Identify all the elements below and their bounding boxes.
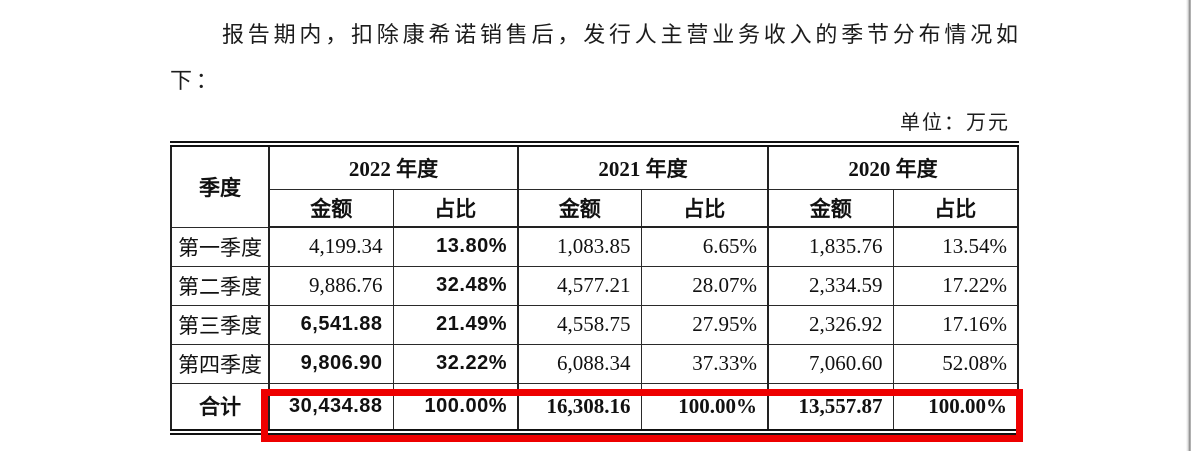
- header-share-2020: 占比: [892, 188, 1019, 228]
- cell-2022-amount: 9,806.90: [268, 343, 394, 384]
- cell-2022-amount: 9,886.76: [268, 265, 394, 306]
- cell-2022-share: 32.48%: [392, 265, 519, 306]
- cell-2020-share: 17.22%: [892, 265, 1019, 306]
- seasonal-revenue-table: 季度 2022 年度 2021 年度 2020 年度 金额 占比 金额 占比 金…: [170, 141, 1019, 435]
- cell-2021-amount: 4,577.21: [517, 265, 642, 306]
- cell-2020-amount: 1,835.76: [767, 226, 894, 267]
- cell-2021-amount: 16,308.16: [517, 382, 642, 433]
- header-amount-2020: 金额: [767, 188, 894, 228]
- cell-2020-amount: 2,326.92: [767, 304, 894, 345]
- table-row-q3: 第三季度 6,541.88 21.49% 4,558.75 27.95% 2,3…: [170, 304, 1019, 345]
- cell-2020-share: 52.08%: [892, 343, 1019, 384]
- cell-2022-share: 100.00%: [392, 382, 519, 433]
- row-label: 第三季度: [170, 304, 270, 345]
- cell-2022-amount: 6,541.88: [268, 304, 394, 345]
- cell-2020-share: 13.54%: [892, 226, 1019, 267]
- row-label: 合计: [170, 382, 270, 433]
- cell-2021-amount: 4,558.75: [517, 304, 642, 345]
- table-row-q1: 第一季度 4,199.34 13.80% 1,083.85 6.65% 1,83…: [170, 226, 1019, 267]
- cell-2021-share: 100.00%: [640, 382, 769, 433]
- header-quarter: 季度: [170, 143, 270, 228]
- header-share-2021: 占比: [640, 188, 769, 228]
- table-row-q2: 第二季度 9,886.76 32.48% 4,577.21 28.07% 2,3…: [170, 265, 1019, 306]
- cell-2020-amount: 2,334.59: [767, 265, 894, 306]
- cell-2020-share: 17.16%: [892, 304, 1019, 345]
- cell-2020-amount: 13,557.87: [767, 382, 894, 433]
- cell-2022-share: 13.80%: [392, 226, 519, 267]
- cell-2021-share: 28.07%: [640, 265, 769, 306]
- header-year-2021: 2021 年度: [517, 143, 769, 190]
- header-share-2022: 占比: [392, 188, 519, 228]
- row-label: 第二季度: [170, 265, 270, 306]
- header-year-2022: 2022 年度: [268, 143, 519, 190]
- table-row-q4: 第四季度 9,806.90 32.22% 6,088.34 37.33% 7,0…: [170, 343, 1019, 384]
- cell-2021-amount: 1,083.85: [517, 226, 642, 267]
- row-label: 第一季度: [170, 226, 270, 267]
- cell-2021-share: 27.95%: [640, 304, 769, 345]
- table-header-years: 季度 2022 年度 2021 年度 2020 年度: [170, 143, 1019, 228]
- row-label: 第四季度: [170, 343, 270, 384]
- header-amount-2022: 金额: [268, 188, 394, 228]
- cell-2022-amount: 4,199.34: [268, 226, 394, 267]
- header-amount-2021: 金额: [517, 188, 642, 228]
- cell-2021-share: 37.33%: [640, 343, 769, 384]
- table-header-measures: 金额 占比 金额 占比 金额 占比: [171, 188, 1019, 228]
- cell-2021-share: 6.65%: [640, 226, 769, 267]
- page-edge-line: [1186, 0, 1191, 451]
- cell-2022-share: 21.49%: [392, 304, 519, 345]
- header-year-2020: 2020 年度: [767, 143, 1019, 190]
- cell-2020-share: 100.00%: [892, 382, 1019, 433]
- cell-2022-amount: 30,434.88: [268, 382, 394, 433]
- cell-2022-share: 32.22%: [392, 343, 519, 384]
- paragraph-line-2: 下：: [170, 68, 222, 93]
- unit-label: 单位：万元: [900, 112, 1010, 134]
- cell-2021-amount: 6,088.34: [517, 343, 642, 384]
- cell-2020-amount: 7,060.60: [767, 343, 894, 384]
- paragraph-line-1: 报告期内，扣除康希诺销售后，发行人主营业务收入的季节分布情况如: [222, 22, 1022, 47]
- table-row-total: 合计 30,434.88 100.00% 16,308.16 100.00% 1…: [170, 382, 1019, 433]
